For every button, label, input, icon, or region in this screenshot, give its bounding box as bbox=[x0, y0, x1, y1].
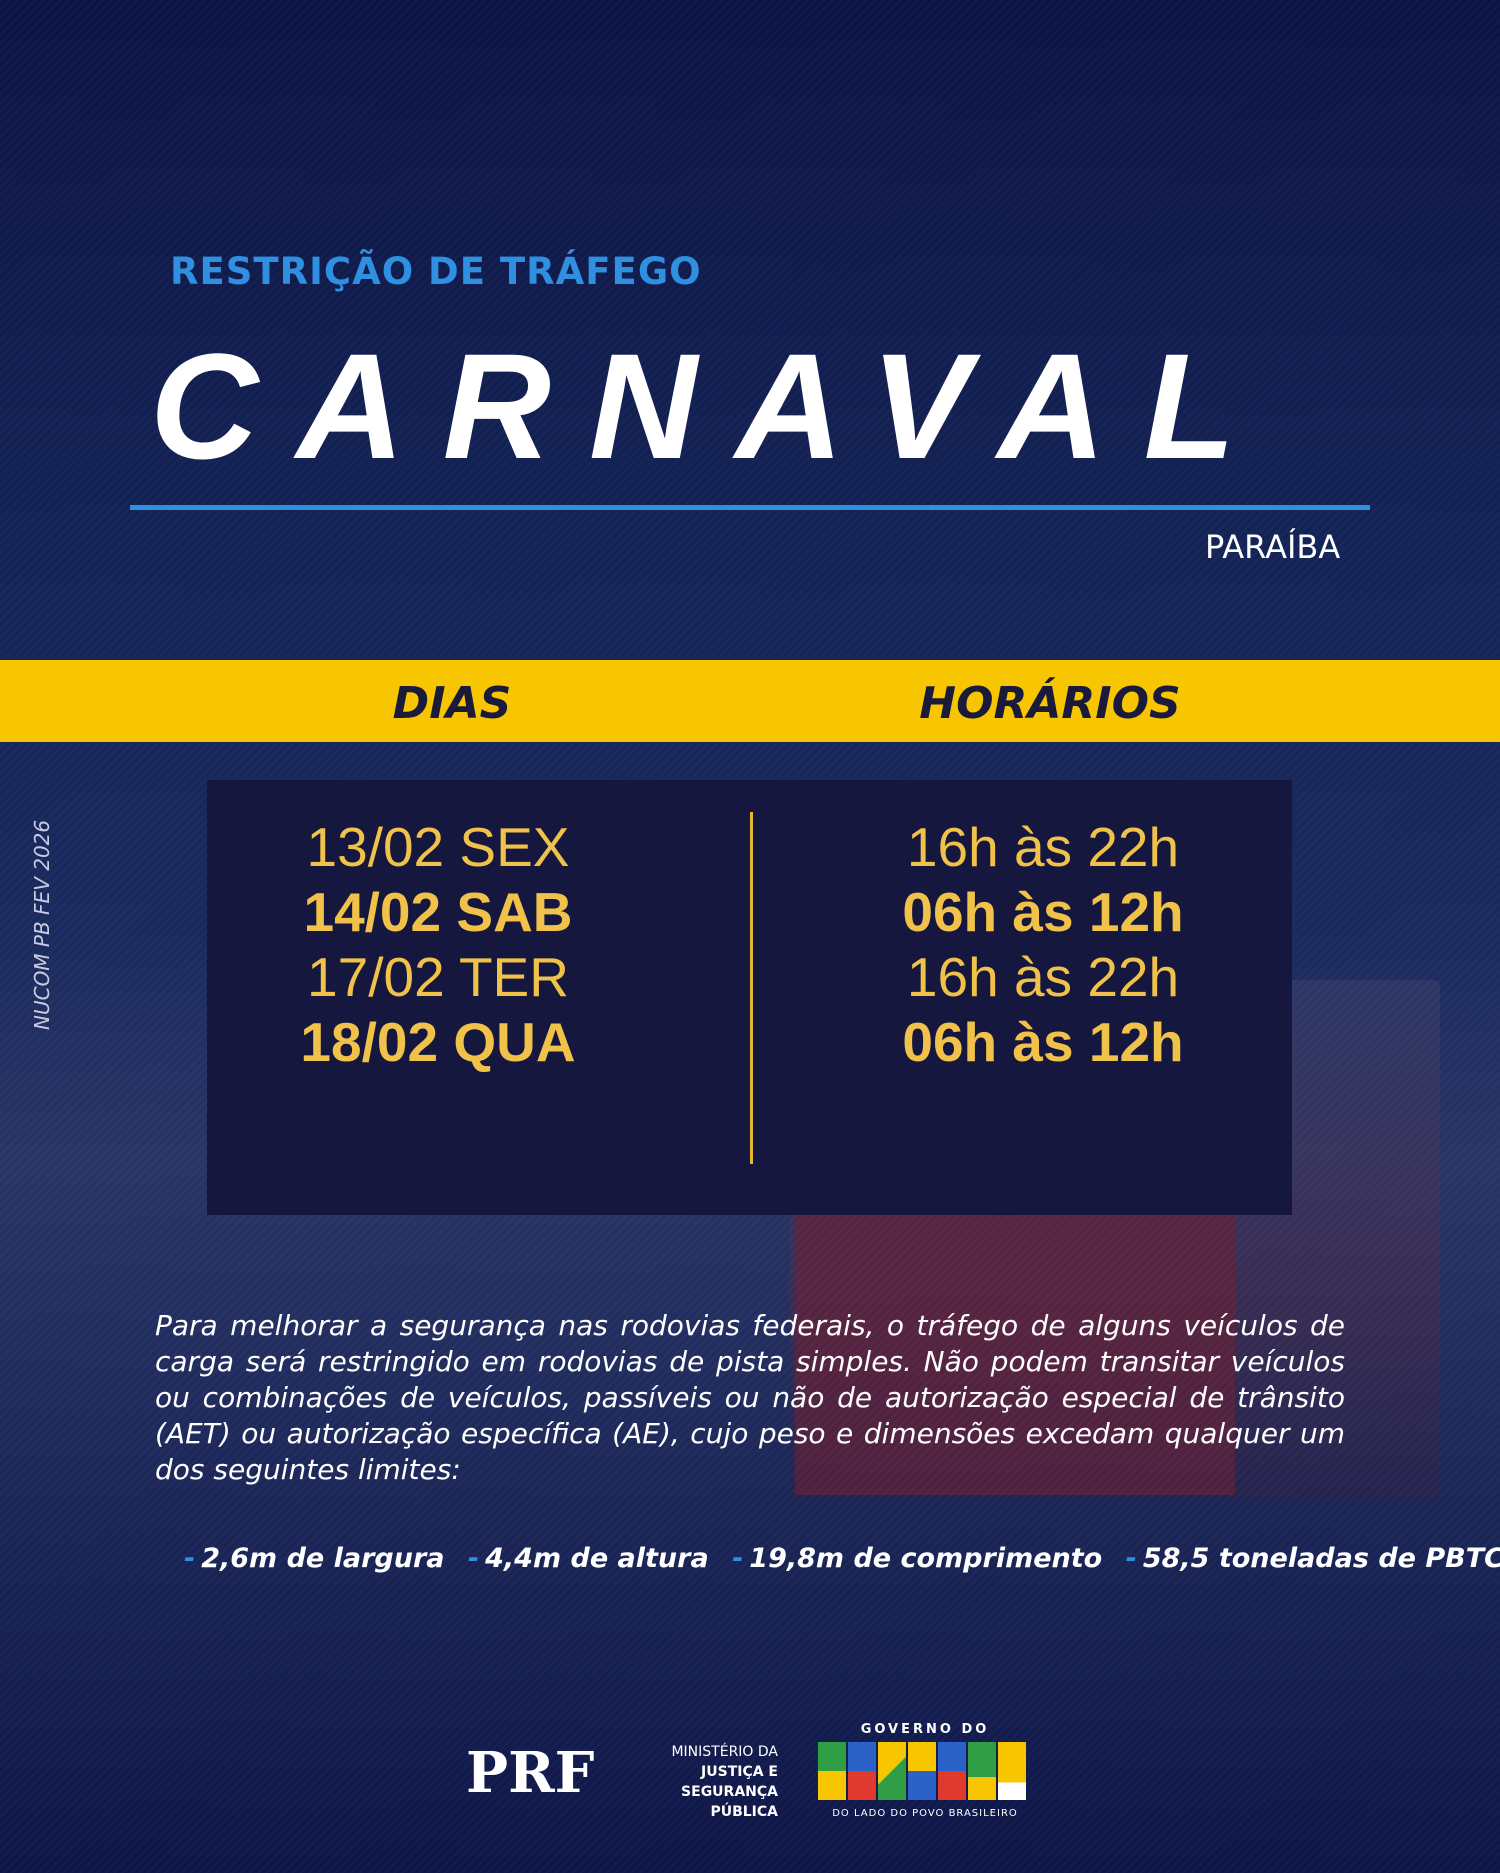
subtitle: RESTRIÇÃO DE TRÁFEGO bbox=[170, 250, 702, 293]
limit-item: 58,5 toneladas de PBTC bbox=[1142, 1543, 1500, 1574]
truck-cab bbox=[795, 1215, 1235, 1495]
ministry-line: SEGURANÇA PÚBLICA bbox=[681, 1784, 778, 1820]
brasil-logo bbox=[818, 1742, 1026, 1800]
schedule-box bbox=[207, 780, 1292, 1215]
schedule-hours: 06h às 12h bbox=[902, 1011, 1184, 1073]
schedule-day: 13/02 SEX bbox=[306, 816, 570, 878]
schedule-day: 17/02 TER bbox=[307, 946, 569, 1008]
header-band: DIAS HORÁRIOS bbox=[0, 660, 1500, 742]
schedule-hours: 16h às 22h bbox=[906, 816, 1180, 878]
description: Para melhorar a segurança nas rodovias f… bbox=[155, 1309, 1345, 1486]
prf-logo: PRF bbox=[466, 1740, 595, 1806]
col-hours: HORÁRIOS bbox=[919, 678, 1181, 729]
credit: NUCOM PB FEV 2026 bbox=[30, 819, 54, 1030]
page-title: CARNAVAL bbox=[150, 322, 1274, 490]
limit-item: 2,6m de largura bbox=[201, 1543, 445, 1574]
divider bbox=[130, 505, 1370, 510]
schedule-day: 14/02 SAB bbox=[303, 881, 573, 943]
column-divider bbox=[750, 812, 753, 1164]
ministry-logo: MINISTÉRIO DA JUSTIÇA E SEGURANÇA PÚBLIC… bbox=[620, 1742, 778, 1822]
ministry-line: MINISTÉRIO DA bbox=[671, 1744, 778, 1760]
schedule-hours: 06h às 12h bbox=[902, 881, 1184, 943]
state-label: PARAÍBA bbox=[1205, 528, 1341, 566]
gov-top: GOVERNO DO bbox=[860, 1722, 990, 1737]
limit-item: 19,8m de comprimento bbox=[749, 1543, 1103, 1574]
limit-item: 4,4m de altura bbox=[485, 1543, 709, 1574]
ministry-line: JUSTIÇA E bbox=[701, 1764, 778, 1780]
schedule-day: 18/02 QUA bbox=[300, 1011, 576, 1073]
gov-tagline: DO LADO DO POVO BRASILEIRO bbox=[832, 1808, 1018, 1819]
limits-list: -2,6m de largura -4,4m de altura -19,8m … bbox=[170, 1543, 1500, 1574]
schedule-hours: 16h às 22h bbox=[906, 946, 1180, 1008]
col-days: DIAS bbox=[392, 678, 512, 729]
